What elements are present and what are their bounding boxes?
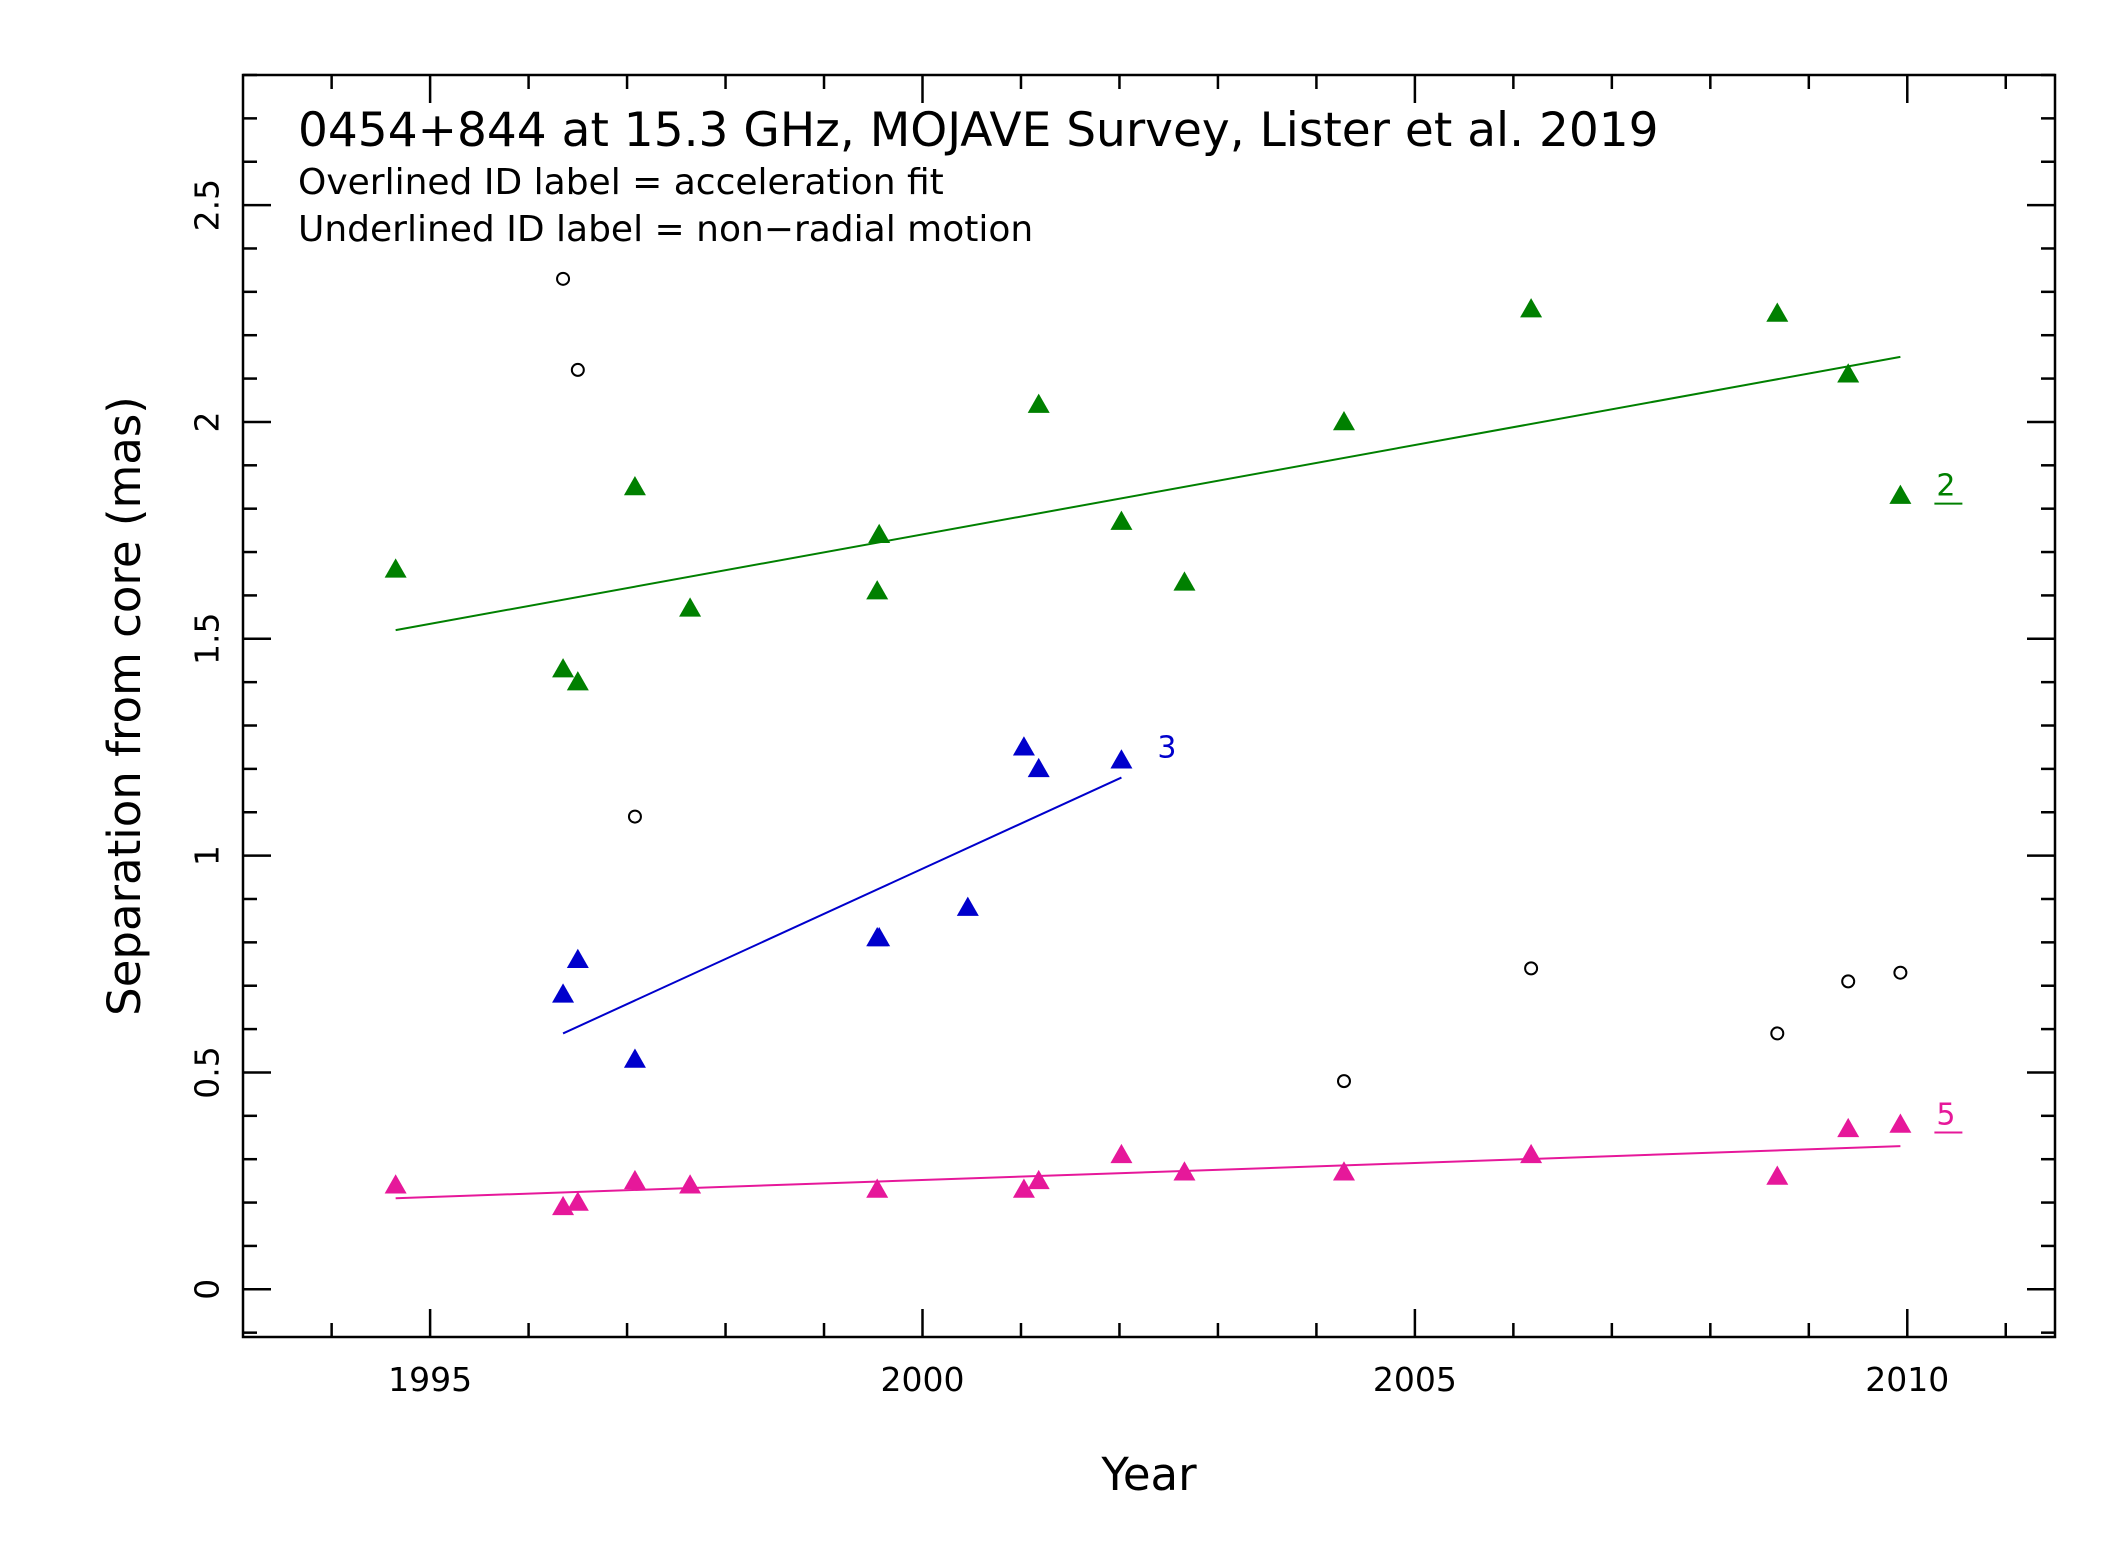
x-axis-title: Year [1100,1448,1197,1501]
data-point-component-3 [1027,757,1050,778]
data-point-component-2 [866,580,889,600]
data-point-component-2 [1332,410,1355,431]
chart-title: 0454+844 at 15.3 GHz, MOJAVE Survey, Lis… [298,103,1659,158]
data-point-unassigned [1336,1074,1351,1089]
data-point-unassigned [1524,961,1539,976]
fit-lines-layer [395,355,1901,1200]
data-point-unassigned [1893,965,1908,980]
data-point-component-5 [866,1178,889,1198]
data-point-component-3 [1012,736,1035,756]
data-point-component-5 [679,1174,702,1194]
x-tick-label: 1995 [388,1360,472,1399]
ticks-layer: 1995 2000 2005 2010 0 0.5 1 1.5 2 2.5 [188,73,2055,1399]
data-point-component-2 [552,658,575,678]
data-point-component-2 [384,558,407,578]
y-tick-label: 1 [188,845,227,866]
data-point-component-5 [623,1169,646,1190]
data-point-component-5 [1520,1143,1543,1164]
data-point-component-3 [552,983,575,1003]
data-point-component-2 [1520,298,1543,318]
data-point-unassigned [556,271,571,286]
data-point-component-2 [868,523,891,543]
y-tick-label: 0 [188,1279,227,1300]
data-point-component-3 [956,896,979,916]
data-point-component-3 [566,948,589,968]
x-tick-label: 2005 [1373,1360,1457,1399]
data-point-component-5 [1889,1113,1912,1133]
plot-frame [241,73,2057,1339]
fit-line-component-2 [395,355,1901,632]
data-point-component-3 [1110,749,1133,769]
data-point-component-2 [623,475,646,496]
series-id-label: 3 [1157,731,1176,766]
data-point-component-2 [1173,571,1196,591]
data-point-component-5 [384,1174,407,1194]
y-tick-label: 2 [188,411,227,432]
y-tick-label: 2.5 [188,179,227,231]
data-point-component-5 [1110,1143,1133,1164]
y-axis-title: Separation from core (mas) [98,396,151,1016]
data-point-component-3 [623,1048,646,1068]
series-id-label: 2 [1936,469,1955,504]
data-point-component-2 [1766,302,1789,322]
data-point-component-2 [679,597,702,617]
annotation-overlined: Overlined ID label = acceleration fit [298,162,944,203]
data-point-unassigned [627,809,642,824]
data-point-unassigned [1841,974,1856,989]
x-tick-label: 2010 [1865,1360,1949,1399]
data-point-component-2 [1110,510,1133,530]
data-point-unassigned [570,362,585,377]
fit-line-component-5 [395,1145,1901,1200]
data-point-component-2 [1027,393,1050,413]
data-point-component-5 [1173,1161,1196,1181]
data-point-component-3 [868,927,891,947]
data-point-component-5 [1027,1169,1050,1190]
data-point-component-2 [1889,484,1912,504]
data-point-component-2 [566,671,589,691]
fit-line-component-3 [562,776,1122,1035]
series-labels-layer: 2 3 5 [1157,469,1963,1134]
points-layer [384,271,1912,1216]
y-tick-label: 1.5 [188,613,227,665]
data-point-component-5 [566,1191,589,1211]
data-point-component-5 [1766,1165,1789,1185]
data-point-component-5 [1332,1161,1355,1181]
annotation-underlined: Underlined ID label = non−radial motion [298,209,1033,250]
data-point-component-2 [1837,363,1860,383]
data-point-component-5 [1837,1117,1860,1138]
series-id-label: 5 [1936,1097,1955,1132]
data-point-component-5 [1012,1178,1035,1198]
y-tick-label: 0.5 [188,1046,227,1098]
data-point-unassigned [1770,1026,1785,1041]
x-tick-label: 2000 [881,1360,965,1399]
